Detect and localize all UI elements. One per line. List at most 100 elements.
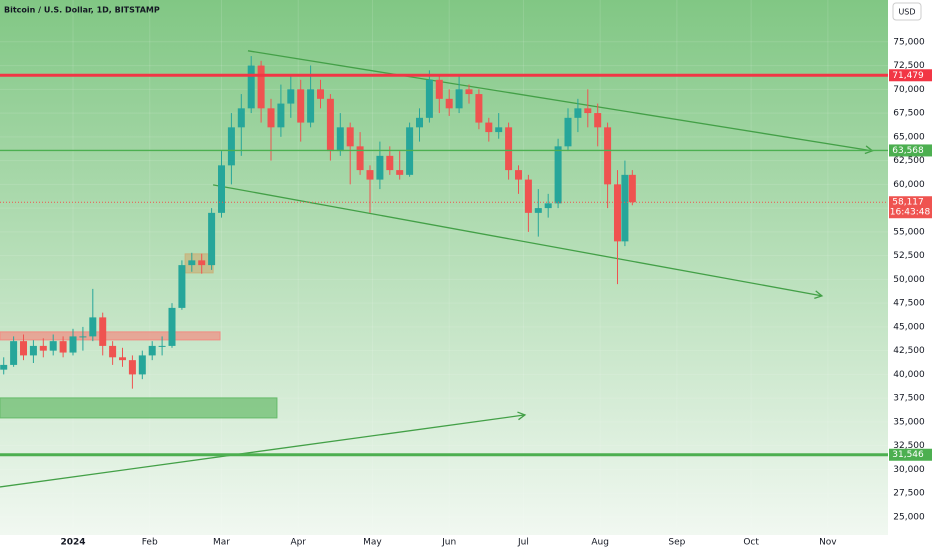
y-tick-label: 72,500 xyxy=(893,61,925,71)
candle-body xyxy=(455,89,463,109)
candle-body xyxy=(69,336,77,353)
candle-body xyxy=(336,127,344,152)
candle-body xyxy=(109,345,117,358)
candle-body xyxy=(247,65,255,109)
candle-body xyxy=(128,360,136,375)
trend-line xyxy=(0,414,526,488)
candle-body xyxy=(237,108,245,128)
candle-body xyxy=(505,127,513,171)
symbol-title: Bitcoin / U.S. Dollar, 1D, BITSTAMP xyxy=(4,6,160,15)
y-tick-label: 40,000 xyxy=(893,370,925,380)
time-axis xyxy=(0,535,888,550)
last-price-label: 58,117 xyxy=(892,198,924,208)
candle-body xyxy=(307,89,315,123)
x-tick-label: May xyxy=(363,538,382,548)
candle-body xyxy=(158,345,166,347)
candle-body xyxy=(544,203,552,209)
level-tag xyxy=(889,448,932,461)
candle-body xyxy=(0,364,8,370)
level-label: 63,568 xyxy=(892,146,924,156)
arrow-head xyxy=(814,290,824,300)
y-tick-label: 67,500 xyxy=(893,109,925,119)
currency-button[interactable] xyxy=(892,2,922,21)
last-price-tag xyxy=(889,196,932,219)
candle-body xyxy=(178,265,186,308)
y-tick-label: 65,000 xyxy=(893,132,925,142)
y-tick-label: 47,500 xyxy=(893,299,925,309)
candle-body xyxy=(267,108,275,128)
x-tick-label: 2024 xyxy=(60,538,85,548)
candle-body xyxy=(485,122,493,133)
x-tick-label: Jul xyxy=(517,538,529,548)
candle-body xyxy=(198,260,206,266)
candle-body xyxy=(425,79,433,118)
candle-body xyxy=(297,89,305,123)
candle-body xyxy=(628,174,636,203)
trend-line xyxy=(247,50,873,152)
candle-body xyxy=(465,89,473,95)
candle-body xyxy=(524,179,532,213)
x-tick-label: Nov xyxy=(819,538,837,548)
x-tick-label: Feb xyxy=(142,538,158,548)
x-tick-label: Aug xyxy=(591,538,609,548)
level-tag xyxy=(889,69,932,82)
trend-line xyxy=(212,184,823,297)
candle-body xyxy=(10,341,18,365)
candle-body xyxy=(613,184,621,242)
candle-body xyxy=(376,155,384,180)
candle-body xyxy=(514,170,522,180)
candle-body xyxy=(346,127,354,147)
candle-body xyxy=(386,155,394,171)
candle-body xyxy=(396,170,404,175)
candle-body xyxy=(594,113,602,128)
y-tick-label: 50,000 xyxy=(893,275,925,285)
candle-body xyxy=(227,127,235,166)
y-tick-label: 27,500 xyxy=(893,489,925,499)
currency-label: USD xyxy=(898,8,915,17)
candle-body xyxy=(604,127,612,185)
candle-body xyxy=(445,98,453,109)
arrow-head xyxy=(517,411,527,421)
candle-body xyxy=(29,345,37,356)
y-tick-label: 42,500 xyxy=(893,346,925,356)
countdown: 16:43:48 xyxy=(890,208,931,218)
level-tag xyxy=(889,144,932,157)
x-tick-label: Sep xyxy=(668,538,685,548)
y-tick-label: 62,500 xyxy=(893,156,925,166)
candle-body xyxy=(574,108,582,118)
candle-body xyxy=(49,341,57,351)
y-tick-label: 37,500 xyxy=(893,394,925,404)
candle-body xyxy=(138,355,146,375)
candle-body xyxy=(326,98,334,152)
zone xyxy=(0,331,221,341)
candle-body xyxy=(20,341,28,356)
candle-body xyxy=(89,317,97,337)
candle-body xyxy=(208,212,216,266)
x-tick-label: Apr xyxy=(290,538,306,548)
candle-body xyxy=(621,174,629,242)
level-label: 31,546 xyxy=(892,450,924,460)
y-tick-label: 32,500 xyxy=(893,441,925,451)
candle-body xyxy=(168,307,176,346)
candle-body xyxy=(188,260,196,266)
candle-body xyxy=(475,94,483,123)
y-tick-label: 35,000 xyxy=(893,417,925,427)
y-tick-label: 25,000 xyxy=(893,512,925,522)
y-tick-label: 75,000 xyxy=(893,37,925,47)
y-tick-label: 70,000 xyxy=(893,85,925,95)
candle-body xyxy=(554,146,562,204)
candle-body xyxy=(415,117,423,128)
candle-body xyxy=(148,345,156,356)
y-tick-label: 60,000 xyxy=(893,180,925,190)
candle-body xyxy=(39,345,47,351)
y-tick-label: 52,500 xyxy=(893,251,925,261)
candle-body xyxy=(366,170,374,180)
y-tick-label: 30,000 xyxy=(893,465,925,475)
candle-body xyxy=(79,336,87,338)
candle-body xyxy=(584,108,592,114)
zone xyxy=(0,397,278,419)
x-tick-label: Mar xyxy=(213,538,230,548)
candle-body xyxy=(495,127,503,133)
candle-body xyxy=(257,65,265,109)
